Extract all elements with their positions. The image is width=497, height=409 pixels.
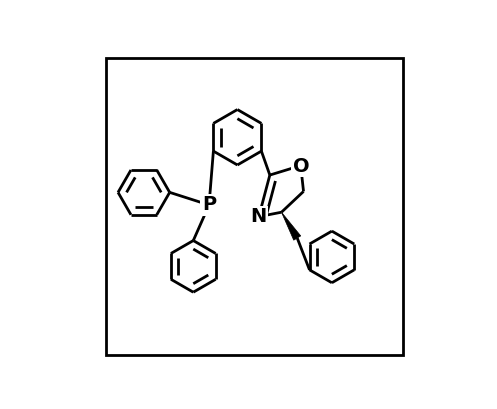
Polygon shape [281, 212, 301, 240]
Text: N: N [250, 207, 267, 226]
Text: P: P [202, 196, 216, 214]
Text: O: O [293, 157, 310, 176]
